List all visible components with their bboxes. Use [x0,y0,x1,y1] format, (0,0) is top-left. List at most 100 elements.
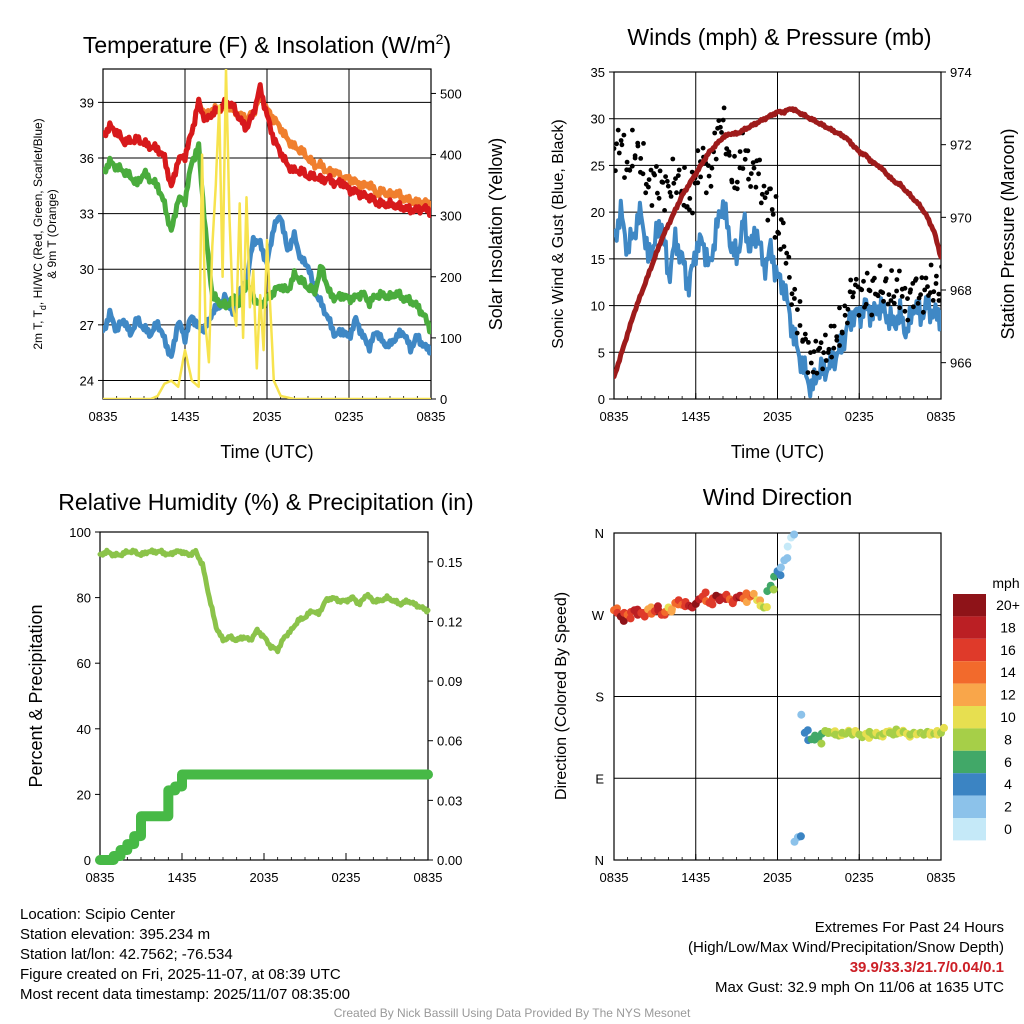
gust-point [751,165,757,171]
gust-point [897,268,902,274]
rh-y2-tick-label: 0.00 [437,853,462,868]
gust-point [866,287,872,293]
dir-ylabel: Direction (Colored By Speed) [553,592,570,800]
gust-point [687,207,692,213]
wind-y-tick-label: 30 [591,112,605,127]
x-tick-label: 2035 [250,870,279,885]
gust-point [920,309,926,315]
wind-y-tick-label: 0 [598,392,605,407]
gust-point [831,323,837,329]
wind-y-tick-label: 5 [598,345,605,360]
gust-point [614,146,617,151]
gust-point [811,349,817,354]
wind-y2-tick-label: 974 [950,65,972,80]
gust-point [737,149,743,155]
temp-y-tick-label: 36 [80,151,94,166]
temp-y2-tick-label: 300 [440,209,462,224]
rh-y-tick-label: 40 [77,722,91,737]
rh-y-tick-label: 60 [77,656,91,671]
legend-label: 14 [1000,664,1016,680]
direction-point [769,585,778,594]
gust-point [700,145,706,151]
legend-label: 4 [1004,776,1012,792]
direction-point [701,588,710,597]
gust-point [826,346,832,352]
gust-point [630,127,635,133]
gust-point [703,190,709,196]
x-tick-label: 0835 [89,409,118,424]
series-solar-insolation [103,69,431,399]
temp-y-tick-label: 39 [80,95,94,110]
gust-point [772,235,778,240]
gust-point [831,345,837,351]
gust-point [802,331,808,337]
gust-point [881,298,886,304]
gust-point [705,163,711,169]
gust-point [808,350,813,355]
gust-point [931,289,937,295]
gust-point [757,157,762,163]
wind-y-tick-label: 15 [591,252,605,267]
gust-point [839,329,845,335]
temp-y2-tick-label: 400 [440,148,462,163]
gust-point [792,296,797,301]
gust-point [778,246,783,252]
x-tick-label: 0835 [414,870,443,885]
gust-point [883,278,888,284]
gust-point [662,208,667,213]
gust-point [629,163,635,169]
gust-point [905,317,911,323]
gust-point [740,166,746,171]
gust-point [850,294,856,300]
x-tick-label: 2035 [253,409,282,424]
gust-point [864,270,870,276]
gust-point [872,275,877,281]
gust-point [784,250,790,256]
wind-y2-tick-label: 972 [950,138,972,153]
gust-point [718,124,723,130]
gust-point [648,167,654,173]
legend-label: 2 [1004,799,1012,815]
legend-label: 18 [1000,619,1016,635]
wind-y2label: Station Pressure (Maroon) [998,128,1018,339]
gust-point [919,275,925,281]
gust-point [712,130,718,136]
gust-point [823,332,828,338]
rh-ylabel: Percent & Precipitation [26,604,46,787]
x-tick-label: 0835 [86,870,115,885]
gust-point [721,105,727,111]
temp-title: Temperature (F) & Insolation (W/m2) [83,31,451,58]
gust-point [761,183,767,189]
gust-point [622,175,627,181]
gust-point [886,292,892,297]
temp-ylabel-sub: d [38,305,48,310]
gust-point [842,303,848,309]
extremes-title: Extremes For Past 24 Hours [814,919,1004,936]
gust-point [913,276,919,282]
gust-point [756,171,761,177]
temp-ylabel: 2m T, Td, HI/WC (Red, Green, Scarlet/Blu… [31,118,48,349]
gust-point [911,304,916,310]
gust-point [615,127,621,133]
direction-chart: 0835 1435 2035 0235 0835 N E S W N Wind Direction D… [553,484,1020,885]
wind-y-tick-label: 20 [591,205,605,220]
gust-point [726,149,732,155]
humidity-chart: 0835 1435 2035 0235 0835 0 20 40 60 80 100 0.00 0.03… [26,489,474,885]
wind-xlabel: Time (UTC) [731,442,824,462]
dir-tick-label: N [595,526,604,541]
series-precipitation [95,769,433,865]
legend-swatch [953,638,986,662]
legend-swatch [953,616,986,639]
series-dewpoint [103,141,431,335]
gust-point [616,150,622,156]
gust-point [821,350,827,356]
x-tick-label: 0835 [600,870,629,885]
gust-point [635,140,641,146]
legend-swatch [953,773,986,796]
gust-point [767,186,772,192]
legend-swatch [953,661,986,684]
direction-point [708,600,717,609]
gust-point [783,260,789,266]
rh-y2-tick-label: 0.06 [437,734,462,749]
gust-point [656,195,662,201]
